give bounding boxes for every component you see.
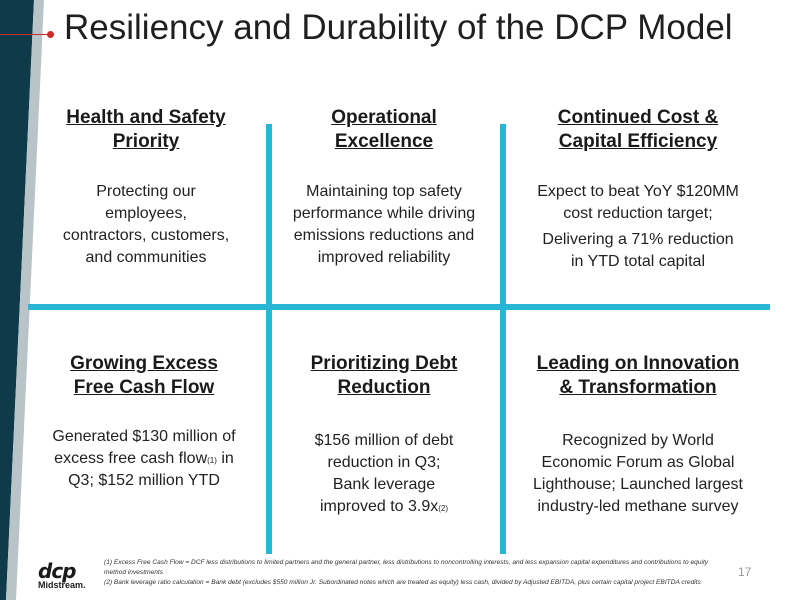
dcp-midstream-logo: dcp Midstream. <box>38 559 94 592</box>
body-line: improved reliability <box>317 249 451 266</box>
body-line: Bank leverage <box>332 476 436 493</box>
heading-line: Health and Safety <box>66 107 226 128</box>
body-line: employees, <box>105 205 187 222</box>
body-line: Protecting our <box>96 183 196 200</box>
cell-health-safety: Health and Safety Priority Protecting ou… <box>30 106 262 269</box>
body-text: excess free cash flow <box>54 450 208 467</box>
body-line: and communities <box>85 249 207 266</box>
cell-heading: Leading on Innovation & Transformation <box>508 352 768 400</box>
body-line: Economic Forum as Global <box>541 454 735 471</box>
cell-heading: Continued Cost & Capital Efficiency <box>508 106 768 154</box>
heading-line: Reduction <box>337 377 431 398</box>
heading-line: Priority <box>112 131 180 152</box>
body-line: Generated $130 million of <box>52 428 236 445</box>
cell-innovation: Leading on Innovation & Transformation R… <box>508 352 768 518</box>
body-line: Maintaining top safety <box>306 183 462 200</box>
logo-subtitle: Midstream. <box>38 580 86 590</box>
page-title: Resiliency and Durability of the DCP Mod… <box>64 8 733 47</box>
cell-body: $156 million of debt reduction in Q3; Ba… <box>274 430 494 518</box>
cell-heading: Growing Excess Free Cash Flow <box>26 352 262 400</box>
cell-heading: Operational Excellence <box>274 106 494 154</box>
body-line: Recognized by World <box>562 432 714 449</box>
heading-line: & Transformation <box>559 377 717 398</box>
grid-horizontal-line <box>28 304 770 310</box>
body-line: $156 million of debt <box>314 432 454 449</box>
cell-operational-excellence: Operational Excellence Maintaining top s… <box>274 106 494 269</box>
body-line: in YTD total capital <box>571 253 705 270</box>
cell-body: Generated $130 million of excess free ca… <box>26 426 262 492</box>
cell-heading: Prioritizing Debt Reduction <box>274 352 494 400</box>
title-rule <box>0 34 50 35</box>
body-line: emissions reductions and <box>293 227 475 244</box>
cell-heading: Health and Safety Priority <box>30 106 262 154</box>
logo-mark: dcp <box>38 559 77 583</box>
body-line: industry-led methane survey <box>537 498 739 515</box>
body-line: excess free cash flow(1) in <box>26 448 262 470</box>
footnote-1: (1) Excess Free Cash Flow = DCF less dis… <box>104 559 709 576</box>
body-text: in <box>216 450 234 467</box>
cell-cost-efficiency: Continued Cost & Capital Efficiency Expe… <box>508 106 768 273</box>
cell-body: Maintaining top safety performance while… <box>274 181 494 269</box>
body-text: improved to 3.9x <box>319 498 439 515</box>
cell-body: Protecting our employees, contractors, c… <box>30 181 262 269</box>
heading-line: Free Cash Flow <box>73 377 215 398</box>
body-line: cost reduction target; <box>563 205 713 222</box>
body-line: reduction in Q3; <box>327 454 441 471</box>
grid-vertical-line-right <box>500 124 506 554</box>
heading-line: Operational <box>331 107 437 128</box>
heading-line: Leading on Innovation <box>536 353 740 374</box>
heading-line: Excellence <box>334 131 434 152</box>
heading-line: Capital Efficiency <box>558 131 718 152</box>
heading-line: Growing Excess <box>70 353 218 374</box>
footnote-marker: (1) <box>207 456 217 465</box>
footnotes: (1) Excess Free Cash Flow = DCF less dis… <box>104 558 714 588</box>
page-number: 17 <box>738 565 752 579</box>
cell-body: Recognized by World Economic Forum as Gl… <box>508 430 768 518</box>
cell-body: Expect to beat YoY $120MM cost reduction… <box>508 181 768 273</box>
footnote-marker: (2) <box>438 504 449 513</box>
body-line: Lighthouse; Launched largest <box>533 476 743 493</box>
body-line: performance while driving <box>292 205 476 222</box>
body-line: Q3; $152 million YTD <box>68 472 220 489</box>
body-line: improved to 3.9x(2) <box>274 496 494 518</box>
grid-vertical-line-left <box>266 124 272 554</box>
body-line: contractors, customers, <box>62 227 230 244</box>
body-line: Expect to beat YoY $120MM <box>537 183 739 200</box>
body-line: Delivering a 71% reduction <box>542 231 734 248</box>
heading-line: Prioritizing Debt <box>310 353 458 374</box>
title-bullet <box>47 31 54 38</box>
cell-free-cash-flow: Growing Excess Free Cash Flow Generated … <box>26 352 262 492</box>
cell-debt-reduction: Prioritizing Debt Reduction $156 million… <box>274 352 494 518</box>
footnote-2: (2) Bank leverage ratio calculation = Ba… <box>104 579 701 586</box>
heading-line: Continued Cost & <box>557 107 719 128</box>
